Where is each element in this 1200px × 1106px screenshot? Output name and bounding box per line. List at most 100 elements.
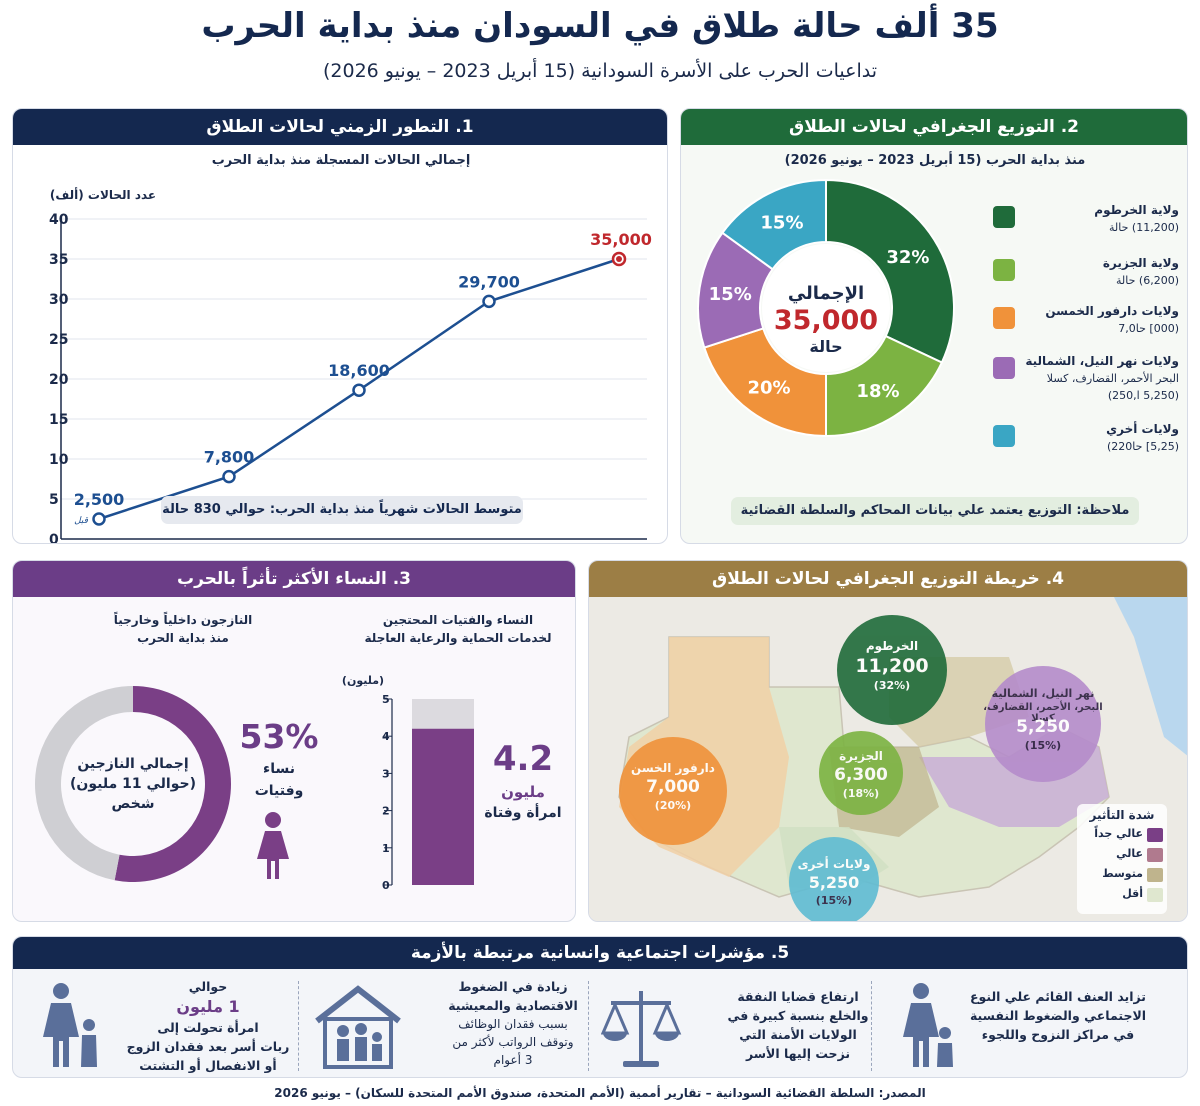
slice-label: 32%	[886, 247, 929, 268]
map-bubble-name-2: البحر، الأحمر، القضارف، كسلا	[983, 701, 1103, 724]
donut-slice	[35, 686, 134, 881]
data-point	[222, 469, 236, 484]
monthly-average-note: متوسط الحالات شهرياً منذ بداية الحرب: حو…	[161, 496, 523, 524]
severity-legend-title: شدة التأثير	[1089, 808, 1155, 822]
map-bubble-name: الجزيرة	[839, 749, 883, 764]
indicator-text: ارتفاع قضايا النفقة والخلع بنسبة كبيرة في…	[713, 987, 883, 1063]
indicator-line: امرأة تحولت إلى	[157, 1020, 259, 1035]
legend-label: ولاية الجزيرة (6,200) حالة	[1021, 255, 1179, 289]
data-point	[482, 294, 496, 309]
panel-indicators: 5. مؤشرات اجتماعية وانسانية مرتبطة بالأز…	[12, 936, 1188, 1078]
panel-geo-heading: 2. التوزيع الجغرافي لحالات الطلاق	[681, 109, 1187, 145]
map-bubble-percent: (20%)	[654, 798, 692, 812]
woman-child-icon	[893, 981, 983, 1071]
donut-caption: منذ بداية الحرب (15 أبريل 2023 – يونيو 2…	[784, 153, 1086, 168]
donut-center-unit: حالة	[809, 337, 843, 356]
legend-swatch	[993, 307, 1015, 329]
map-bubble: الجزيرة 6,300 (18%)	[819, 731, 903, 815]
legend-name: ولاية الجزيرة	[1102, 256, 1179, 270]
protection-caption-2: لخدمات الحماية والرعاية العاجلة	[364, 631, 552, 645]
indicator-separator	[298, 981, 299, 1071]
indicator-line: بسبب فقدان الوظائف	[458, 1017, 568, 1031]
protection-caption-1: النساء والفتيات المحتجين	[382, 613, 534, 627]
legend-detail: (6,200) حالة	[1116, 274, 1179, 287]
panel-women-heading: 3. النساء الأكثر تأثراً بالحرب	[13, 561, 575, 597]
legend-label: ولايات دارفور الخمسن (000] حا7,0	[1021, 303, 1179, 337]
map-bubble-name: ولايات أخرى	[797, 856, 871, 871]
mother-child-icon	[37, 981, 127, 1071]
indicator-line: الاقتصادية والمعيشية	[448, 998, 578, 1013]
severity-label: عالي جداً	[1094, 827, 1143, 840]
protection-value: 4.2	[492, 739, 554, 779]
legend-label: ولايات نهر النيل، الشمالية البحر الأحمر، …	[1021, 353, 1179, 404]
severity-swatch	[1147, 868, 1163, 882]
bar-tick-label: 3	[382, 767, 390, 780]
severity-label: متوسط	[1102, 867, 1143, 880]
data-point	[92, 512, 106, 526]
severity-label: عالي	[1116, 847, 1143, 860]
family-house-icon	[313, 981, 403, 1071]
y-tick-label: 35	[49, 252, 68, 268]
donut-center-label: الإجمالي	[787, 283, 865, 304]
map-bubble: نهر النيل، الشمالية البحر، الأحمر، القضار…	[983, 666, 1103, 782]
donut-slice	[825, 178, 955, 364]
data-source-note: ملاحظة: التوزيع يعتمد علي بيانات المحاكم…	[731, 497, 1139, 525]
legend-detail: (5,250 ا,250)	[1107, 389, 1179, 402]
indicator-line: زيادة في الضغوط	[458, 979, 568, 994]
map-bubble-name: نهر النيل، الشمالية	[991, 686, 1095, 700]
donut-text-line1: إجمالي النازجين	[77, 756, 189, 772]
indicator-line: نزحت إليها الأسر	[745, 1046, 851, 1061]
bar-value	[412, 728, 474, 885]
protection-bar-chart: 012345	[382, 693, 474, 892]
donut-center-value: 35,000	[773, 305, 879, 336]
slice-label: 18%	[856, 381, 899, 402]
indicator-line: والخلع بنسبة كبيرة في	[727, 1008, 869, 1023]
indicator-text: زيادة في الضغوط الاقتصادية والمعيشية بسبب …	[423, 977, 603, 1069]
indicator-line: الولايات الأمنة التي	[739, 1027, 857, 1042]
map-bubble: ولايات أخرى 5,250 (15%)	[789, 837, 879, 921]
legend-name: ولايات دارفور الخمسن	[1045, 304, 1179, 318]
panel-indicators-heading: 5. مؤشرات اجتماعية وانسانية مرتبطة بالأز…	[13, 937, 1187, 969]
legend-label: ولاية الخرطوم (11,200) حالة	[1021, 202, 1179, 236]
map-bubble-name: دارفور الخسن	[631, 760, 715, 775]
y-tick-label: 5	[49, 492, 59, 508]
legend-swatch	[993, 259, 1015, 281]
indicator-line: حوالي	[188, 979, 228, 994]
severity-swatch	[1147, 828, 1163, 842]
indicator-line: ارتفاع قضايا النفقة	[737, 989, 859, 1004]
legend-detail: (5,25] حا220)	[1106, 440, 1179, 453]
y-tick-label: 10	[49, 452, 69, 468]
map-bubble-percent: (15%)	[1024, 738, 1062, 752]
y-tick-label: 0	[49, 532, 59, 544]
panel-map-heading: 4. خريطة التوزيع الجغرافي لحالات الطلاق	[589, 561, 1187, 597]
data-point-core	[616, 256, 622, 262]
scales-icon	[600, 981, 691, 1071]
slice-label: 20%	[747, 377, 790, 398]
legend-name-2: البحر الأحمر، القضارف، كسلا	[1046, 372, 1179, 385]
panel-geo-distribution: 2. التوزيع الجغرافي لحالات الطلاق منذ بد…	[680, 108, 1188, 544]
legend-detail: (11,200) حالة	[1109, 221, 1179, 234]
y-tick-label: 25	[49, 332, 68, 348]
y-tick-label: 30	[49, 292, 69, 308]
legend-label: ولايات أخري (5,25] حا220)	[1021, 421, 1179, 455]
donut-text-line2: (حوالي 11 مليون)	[70, 776, 196, 792]
displaced-donut-chart	[35, 686, 232, 882]
page-subtitle: تداعيات الحرب على الأسرة السودانية (15 أ…	[322, 60, 878, 82]
y-axis-label: عدد الحالات (ألف)	[50, 187, 156, 202]
donut-slice	[721, 178, 827, 271]
protection-value-unit: مليون	[501, 783, 545, 801]
severity-swatch	[1147, 888, 1163, 902]
bar-tick-label: 4	[382, 730, 390, 743]
indicator-separator	[588, 981, 589, 1071]
map-bubble-value: 7,000	[646, 776, 700, 797]
severity-label: أقل	[1122, 887, 1143, 900]
data-label: 2,500	[74, 490, 125, 509]
start-marker-label: قبل	[74, 516, 89, 526]
legend-detail: (000] حا7,0	[1118, 322, 1179, 335]
map-bubble-value: 11,200	[855, 655, 929, 678]
donut-hole	[762, 244, 890, 372]
bar-unit-label: (مليون)	[341, 674, 385, 687]
data-label: 7,800	[204, 448, 255, 467]
map-bubble-value: 6,300	[834, 765, 888, 786]
legend-name: ولايات أخري	[1106, 422, 1179, 436]
